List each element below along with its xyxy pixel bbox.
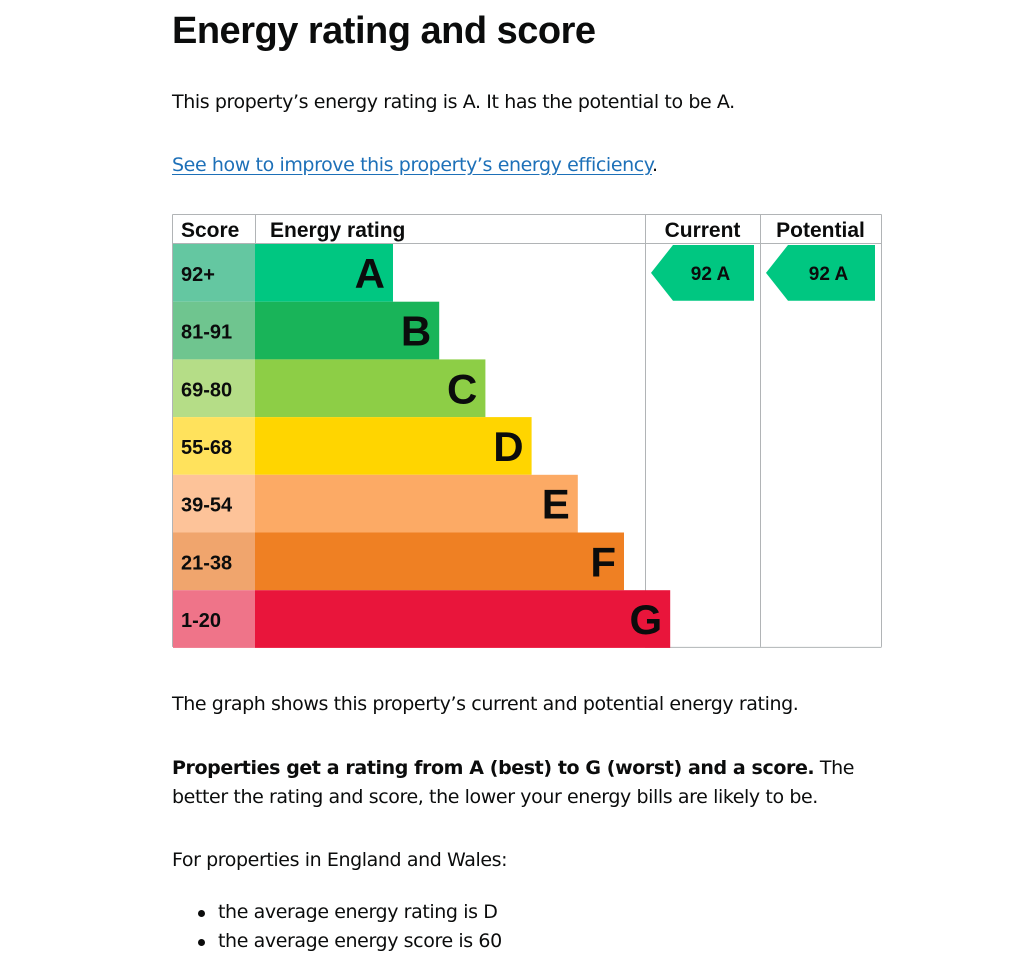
rating-column-header: Energy rating bbox=[270, 219, 405, 242]
current-column-header: Current bbox=[665, 219, 741, 242]
rating-bar-e bbox=[255, 474, 578, 533]
rating-bar-a bbox=[255, 244, 393, 302]
page-title: Energy rating and score bbox=[172, 10, 596, 52]
score-range-label: 21-38 bbox=[181, 552, 232, 574]
score-range-label: 39-54 bbox=[181, 495, 233, 517]
improve-link-suffix: . bbox=[651, 154, 658, 176]
rating-letter: B bbox=[401, 308, 431, 355]
potential-rating-arrow bbox=[766, 245, 875, 301]
potential-column-header: Potential bbox=[776, 219, 865, 242]
intro-text: This property’s energy rating is A. It h… bbox=[172, 91, 735, 113]
score-range-label: 55-68 bbox=[181, 437, 232, 459]
score-cell-b bbox=[173, 301, 255, 360]
rating-letter: D bbox=[493, 423, 523, 470]
score-cell-a bbox=[173, 244, 255, 302]
score-cell-d bbox=[173, 417, 255, 475]
score-range-label: 81-91 bbox=[181, 322, 232, 344]
rating-bar-d bbox=[255, 417, 532, 475]
rating-letter: E bbox=[542, 481, 570, 528]
list-item: the average energy score is 60 bbox=[172, 927, 502, 956]
score-cell-e bbox=[173, 474, 255, 533]
energy-rating-chart: Score Energy rating Current Potential 92+ A 81… bbox=[172, 214, 884, 655]
average-list: the average energy rating is D the avera… bbox=[172, 898, 502, 956]
current-rating-arrow bbox=[651, 245, 754, 301]
score-range-label: 92+ bbox=[181, 264, 215, 286]
rating-bar-c bbox=[255, 359, 486, 418]
list-item: the average energy rating is D bbox=[172, 898, 502, 927]
ratings-explanation-rest: The better the rating and score, the low… bbox=[172, 757, 855, 808]
score-cell-g bbox=[173, 590, 255, 648]
score-range-label: 1-20 bbox=[181, 610, 221, 632]
score-range-label: 69-80 bbox=[181, 379, 232, 401]
regional-intro: For properties in England and Wales: bbox=[172, 849, 508, 871]
current-rating-score-label: 92 A bbox=[691, 264, 731, 285]
rating-bar-b bbox=[255, 301, 440, 360]
rating-letter: G bbox=[630, 596, 663, 643]
rating-letter: A bbox=[355, 250, 385, 297]
rating-letter: F bbox=[590, 538, 616, 585]
score-cell-c bbox=[173, 359, 255, 418]
improve-paragraph: See how to improve this property’s energ… bbox=[172, 151, 658, 180]
rating-letter: C bbox=[447, 365, 477, 412]
energy-rating-graph: Score Energy rating Current Potential 92+ A 81… bbox=[172, 214, 882, 648]
rating-bar-f bbox=[255, 532, 624, 591]
rating-bar-g bbox=[255, 590, 671, 648]
potential-rating-score-label: 92 A bbox=[809, 264, 849, 285]
score-column-header: Score bbox=[181, 219, 239, 242]
score-cell-f bbox=[173, 532, 255, 591]
ratings-explanation-bold: Properties get a rating from A (best) to… bbox=[172, 757, 815, 779]
ratings-explanation: Properties get a rating from A (best) to… bbox=[172, 754, 892, 812]
graph-caption: The graph shows this property’s current … bbox=[172, 693, 799, 715]
improve-efficiency-link[interactable]: See how to improve this property’s energ… bbox=[172, 154, 652, 176]
